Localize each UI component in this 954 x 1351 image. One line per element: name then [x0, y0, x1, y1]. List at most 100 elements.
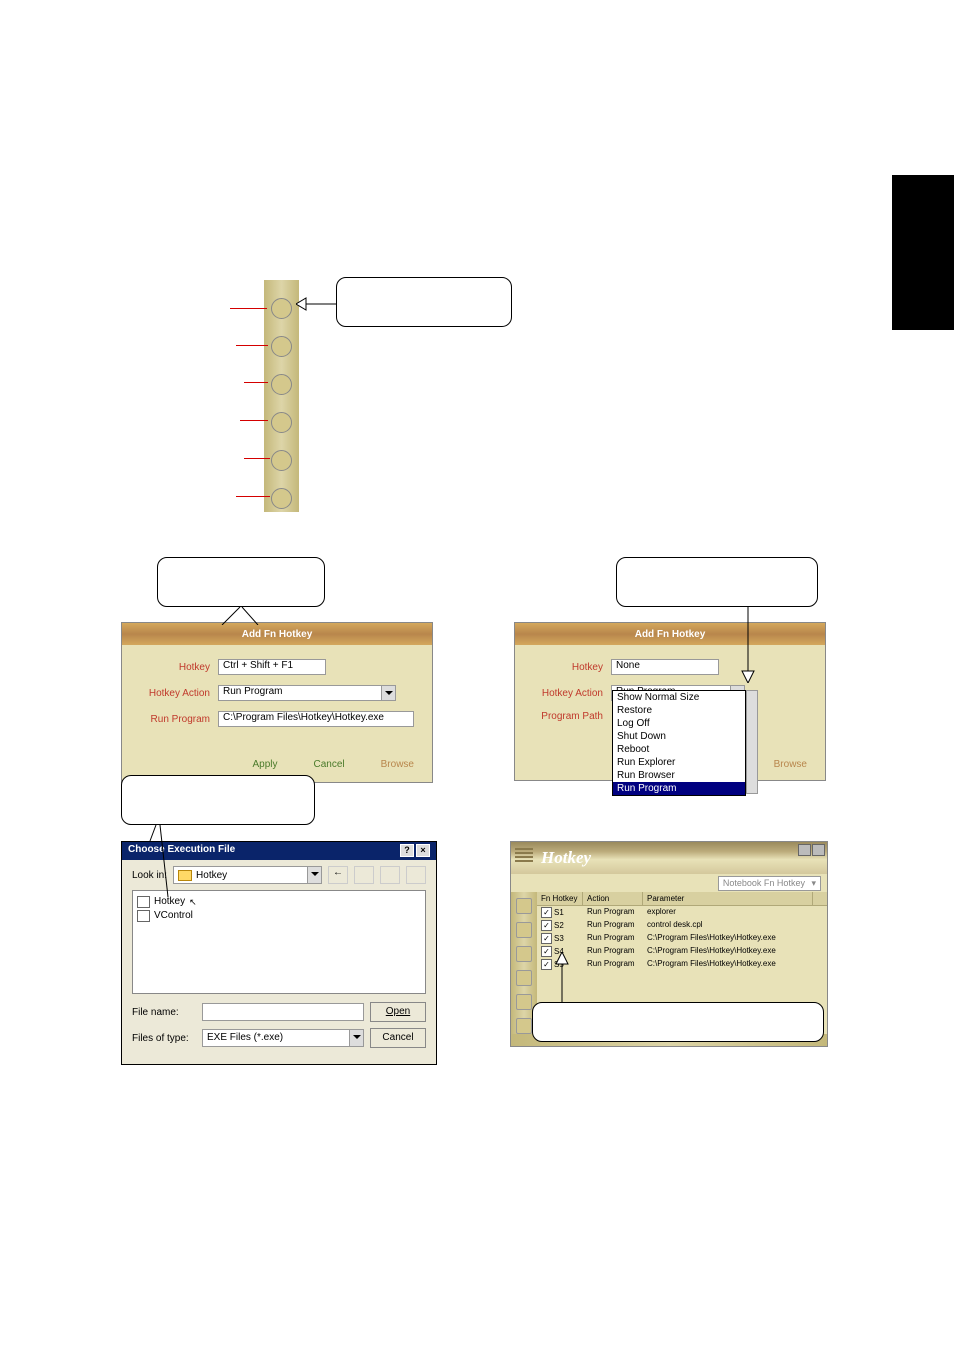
close-button[interactable]: × [416, 844, 430, 857]
browse-button[interactable]: Browse [774, 759, 807, 770]
dropdown-option[interactable]: Log Off [613, 717, 745, 730]
file-list[interactable]: Hotkey ↖ VControl [132, 890, 426, 994]
browse-button[interactable]: Browse [381, 759, 414, 770]
row-action: Run Program [583, 945, 643, 958]
dialog-title: Add Fn Hotkey [515, 623, 825, 645]
sidebar-btn-5[interactable] [516, 994, 532, 1010]
hotkey-input[interactable]: Ctrl + Shift + F1 [218, 659, 326, 675]
dropdown-option[interactable]: Run Browser [613, 769, 745, 782]
dropdown-caret-icon[interactable] [349, 1030, 363, 1046]
open-button[interactable]: Open [370, 1002, 426, 1022]
callout-left-dialog [157, 557, 325, 607]
new-folder-button[interactable] [380, 866, 400, 884]
row-param: C:\Program Files\Hotkey\Hotkey.exe [643, 958, 813, 971]
file-dialog-title-text: Choose Execution File [128, 844, 235, 858]
file-item[interactable]: Hotkey ↖ [137, 895, 421, 909]
hotkey-title-text: Hotkey [541, 848, 591, 868]
row-checkbox[interactable] [541, 920, 552, 931]
minimize-button[interactable] [798, 844, 811, 856]
dropdown-scrollbar[interactable] [746, 690, 758, 794]
sidebar-icon-2[interactable] [271, 336, 292, 357]
sidebar-icon-3[interactable] [271, 374, 292, 395]
hotkey-label: Hotkey [140, 662, 218, 673]
col-header-parameter[interactable]: Parameter [643, 892, 813, 905]
hotkey-action-dropdown-list[interactable]: Show Normal Size Restore Log Off Shut Do… [612, 690, 746, 796]
row-key: S3 [554, 934, 564, 943]
filename-label: File name: [132, 1007, 196, 1018]
table-row[interactable]: S2 Run Programcontrol desk.cpl [537, 919, 827, 932]
run-program-input[interactable]: C:\Program Files\Hotkey\Hotkey.exe [218, 711, 414, 727]
dialog-title: Add Fn Hotkey [122, 623, 432, 645]
view-menu-button[interactable] [406, 866, 426, 884]
sidebar-icon-1[interactable] [271, 298, 292, 319]
folder-icon [178, 870, 192, 881]
table-row[interactable]: S1Run Programexplorer [537, 906, 827, 919]
row-action: Run Program [583, 958, 643, 971]
table-row[interactable]: S4Run ProgramC:\Program Files\Hotkey\Hot… [537, 945, 827, 958]
dropdown-option-selected[interactable]: Run Program [613, 782, 745, 795]
row-param: control desk.cpl [643, 919, 813, 932]
page-side-tab [892, 175, 954, 330]
col-header-fnhotkey[interactable]: Fn Hotkey [537, 892, 583, 905]
titlebar-stripes-icon [515, 848, 533, 862]
dropdown-option[interactable]: Run Explorer [613, 756, 745, 769]
row-key: S2 [554, 921, 564, 930]
row-checkbox[interactable] [541, 959, 552, 970]
file-item[interactable]: VControl [137, 909, 421, 923]
apply-button[interactable]: Apply [252, 759, 277, 770]
file-item-name: Hotkey [154, 895, 185, 909]
sidebar-icon-6[interactable] [271, 488, 292, 509]
sidebar-btn-1[interactable] [516, 898, 532, 914]
filetype-select[interactable]: EXE Files (*.exe) [202, 1029, 364, 1047]
cancel-button[interactable]: Cancel [370, 1028, 426, 1048]
col-header-action[interactable]: Action [583, 892, 643, 905]
callout-lines-left [210, 607, 270, 625]
lookin-value: Hotkey [196, 870, 227, 881]
row-action: Run Program [583, 932, 643, 945]
exe-icon [137, 910, 150, 922]
sidebar-btn-6[interactable] [516, 1018, 532, 1034]
cancel-button[interactable]: Cancel [314, 759, 345, 770]
help-button[interactable]: ? [400, 844, 414, 857]
up-folder-button[interactable] [354, 866, 374, 884]
lookin-select[interactable]: Hotkey [173, 866, 322, 884]
sidebar-btn-3[interactable] [516, 946, 532, 962]
sidebar-icon-4[interactable] [271, 412, 292, 433]
red-indicator-2 [236, 345, 268, 346]
row-param: explorer [643, 906, 813, 919]
close-button[interactable] [812, 844, 825, 856]
hotkey-type-select[interactable]: Notebook Fn Hotkey ▾ [718, 876, 821, 891]
sidebar-btn-4[interactable] [516, 970, 532, 986]
filename-input[interactable] [202, 1003, 364, 1021]
sidebar-btn-2[interactable] [516, 922, 532, 938]
hotkey-subbar: Notebook Fn Hotkey ▾ [511, 874, 827, 892]
table-row[interactable]: S3 Run ProgramC:\Program Files\Hotkey\Hot… [537, 932, 827, 945]
dropdown-option[interactable]: Reboot [613, 743, 745, 756]
add-hotkey-dialog-left: Add Fn Hotkey Hotkey Ctrl + Shift + F1 H… [121, 622, 433, 783]
filetype-label: Files of type: [132, 1033, 196, 1044]
hotkey-input[interactable]: None [611, 659, 719, 675]
sidebar-icon-5[interactable] [271, 450, 292, 471]
row-param: C:\Program Files\Hotkey\Hotkey.exe [643, 932, 813, 945]
row-checkbox[interactable] [541, 907, 552, 918]
hotkey-label: Hotkey [533, 662, 611, 673]
callout-hotkey-window [532, 1002, 824, 1042]
callout-right-dialog [616, 557, 818, 607]
dialog-title-text: Add Fn Hotkey [635, 629, 706, 640]
program-path-label: Program Path [533, 711, 611, 722]
hotkey-type-value: Notebook Fn Hotkey [723, 878, 805, 888]
hotkey-action-select[interactable]: Run Program [218, 685, 396, 701]
back-button[interactable]: ← [328, 866, 348, 884]
table-row[interactable]: S5Run ProgramC:\Program Files\Hotkey\Hot… [537, 958, 827, 971]
dropdown-option[interactable]: Restore [613, 704, 745, 717]
dropdown-option[interactable]: Shut Down [613, 730, 745, 743]
dropdown-caret-icon[interactable] [381, 686, 395, 700]
row-checkbox[interactable] [541, 933, 552, 944]
row-param: C:\Program Files\Hotkey\Hotkey.exe [643, 945, 813, 958]
dropdown-caret-icon[interactable] [307, 867, 321, 883]
hotkey-table-headers: Fn Hotkey Action Parameter [537, 892, 827, 906]
dropdown-caret-icon[interactable]: ▾ [811, 878, 816, 888]
dropdown-option[interactable]: Show Normal Size [613, 691, 745, 704]
row-action: Run Program [583, 919, 643, 932]
row-checkbox[interactable] [541, 946, 552, 957]
